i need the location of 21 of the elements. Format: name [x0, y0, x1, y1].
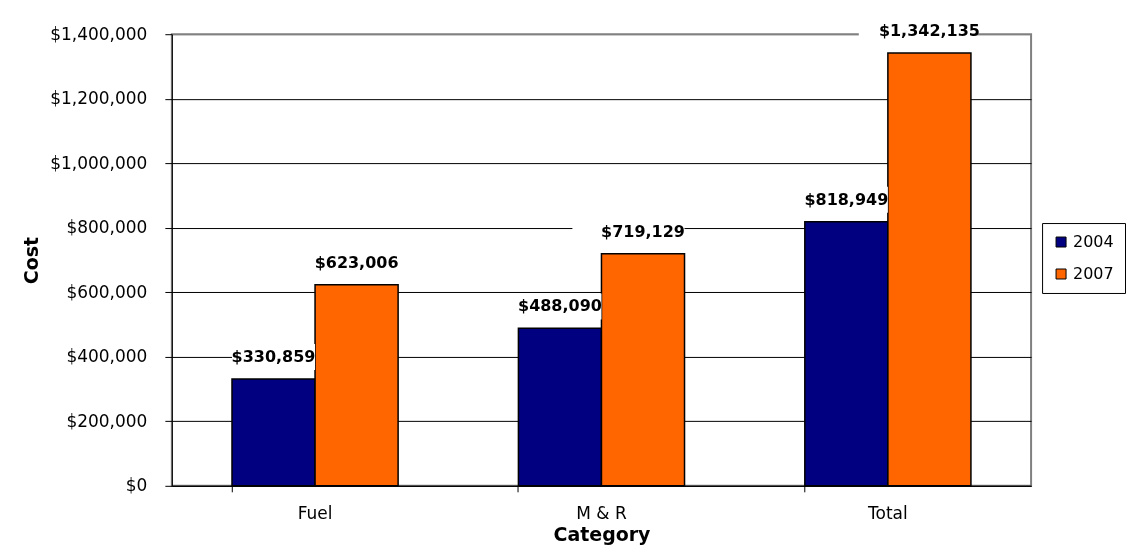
x-axis-title: Category — [553, 523, 652, 546]
data-label: $1,342,135 — [878, 20, 980, 40]
data-label: $719,129 — [601, 221, 685, 241]
y-tick-label: $1,400,000 — [50, 23, 148, 44]
legend-label: 2004 — [1073, 232, 1114, 252]
y-axis-title: Cost — [20, 236, 43, 285]
x-tick-label: Fuel — [297, 503, 333, 524]
data-label: $818,949 — [804, 189, 889, 209]
x-tick-label: M & R — [576, 503, 627, 524]
y-tick-label: $800,000 — [66, 217, 148, 238]
y-tick-label: $200,000 — [66, 410, 148, 431]
y-tick-label: $0 — [125, 475, 148, 496]
y-tick-label: $400,000 — [66, 346, 148, 367]
data-label: $488,090 — [518, 296, 602, 316]
x-tick-label: Total — [867, 503, 908, 524]
y-tick-label: $1,000,000 — [50, 152, 148, 173]
data-label: $623,006 — [314, 252, 399, 272]
y-tick-label: $600,000 — [66, 281, 148, 302]
y-tick-label: $1,200,000 — [50, 88, 148, 109]
legend-label: 2007 — [1073, 263, 1114, 283]
data-label: $330,859 — [231, 347, 316, 367]
